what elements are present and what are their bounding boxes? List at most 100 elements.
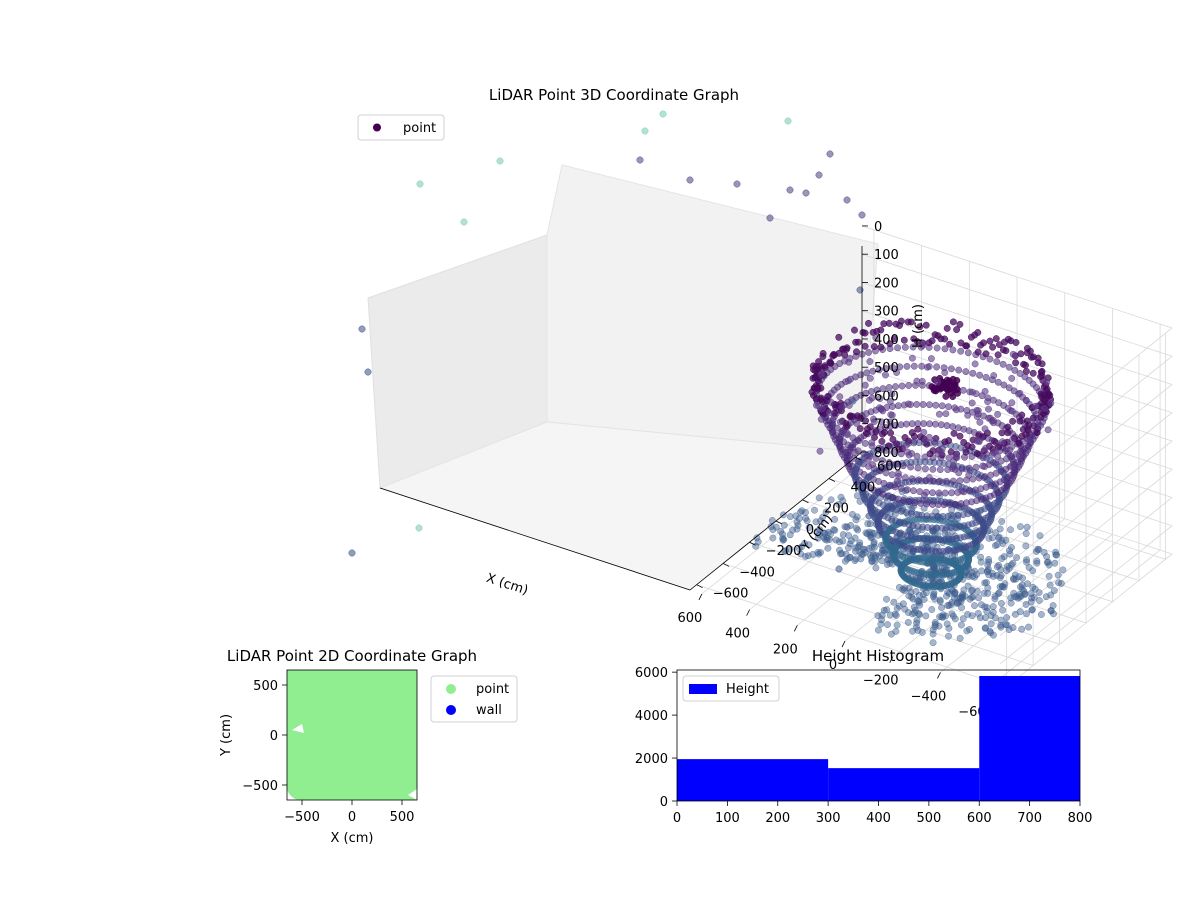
- data-point: [870, 538, 878, 546]
- x-tick: [841, 640, 846, 648]
- data-point: [976, 371, 984, 379]
- data-point: [812, 518, 820, 526]
- data-point: [973, 587, 981, 595]
- data-point: [910, 603, 918, 611]
- z-tick-label: 200: [874, 276, 899, 291]
- data-point: [962, 368, 970, 376]
- data-point: [949, 318, 957, 326]
- outlier-point: [415, 524, 423, 532]
- data-point: [907, 588, 915, 596]
- data-point: [1028, 606, 1036, 614]
- data-point: [857, 371, 865, 379]
- plot3d-title: LiDAR Point 3D Coordinate Graph: [489, 86, 739, 104]
- data-point: [982, 579, 990, 587]
- data-point: [998, 518, 1006, 525]
- outlier-point: [686, 176, 694, 184]
- x-tick-label: 500: [916, 811, 941, 826]
- data-point: [1004, 562, 1011, 570]
- data-point: [907, 463, 915, 471]
- data-point: [816, 447, 824, 455]
- data-point: [915, 597, 923, 605]
- data-point: [910, 362, 918, 370]
- legend-label-wall: wall: [476, 703, 502, 718]
- data-point: [856, 539, 864, 547]
- data-point: [886, 398, 894, 405]
- data-point: [852, 547, 859, 555]
- data-point: [929, 630, 937, 638]
- data-point: [1032, 548, 1040, 555]
- data-point: [856, 425, 864, 433]
- x-tick-label: −500: [284, 810, 320, 825]
- data-point: [869, 367, 877, 375]
- histogram-bar: [677, 759, 829, 801]
- data-point: [1007, 594, 1015, 602]
- legend-marker-wall: [446, 705, 456, 715]
- data-point: [943, 592, 950, 600]
- ticks-2d: −500 0 500 −500 0 500: [242, 679, 414, 825]
- data-point: [922, 321, 930, 329]
- data-point: [845, 358, 853, 366]
- data-point: [818, 405, 826, 413]
- data-point: [956, 320, 964, 328]
- data-point: [901, 474, 909, 482]
- data-point: [1032, 402, 1039, 410]
- data-point: [859, 545, 867, 553]
- data-point: [899, 585, 907, 593]
- data-point: [885, 319, 893, 327]
- data-point: [929, 626, 937, 634]
- data-point: [1022, 542, 1030, 550]
- y-tick-label: 200: [824, 502, 849, 517]
- data-point: [1012, 339, 1020, 346]
- data-point: [1012, 359, 1020, 367]
- data-point: [968, 612, 976, 620]
- data-point: [1023, 610, 1030, 618]
- data-point: [943, 620, 951, 628]
- data-point: [885, 442, 892, 450]
- data-point: [956, 477, 964, 485]
- data-point: [1011, 366, 1019, 374]
- data-point: [852, 555, 860, 563]
- data-point: [1009, 350, 1017, 358]
- data-point: [1009, 436, 1017, 443]
- data-point: [973, 450, 981, 458]
- pane-back: [546, 164, 879, 453]
- data-point: [933, 363, 941, 371]
- data-point: [998, 582, 1006, 590]
- data-point: [980, 339, 987, 347]
- data-point: [921, 453, 929, 461]
- plot3d-xlabel: X (cm): [484, 571, 530, 599]
- legend-marker-point: [373, 123, 381, 132]
- data-point: [1008, 399, 1016, 407]
- legend-label-point: point: [476, 682, 509, 697]
- data-point: [900, 336, 908, 344]
- data-point: [887, 411, 895, 419]
- x-tick-label: 400: [866, 811, 891, 826]
- data-point: [918, 628, 926, 636]
- data-point: [1059, 566, 1067, 574]
- data-point: [998, 429, 1006, 437]
- data-point: [893, 543, 901, 551]
- data-point: [979, 454, 987, 462]
- data-point: [1016, 523, 1024, 531]
- data-point: [1029, 567, 1037, 575]
- outlier-point: [835, 565, 843, 573]
- data-point: [998, 536, 1006, 544]
- data-point: [949, 612, 957, 620]
- data-point: [831, 526, 839, 534]
- data-point: [965, 471, 973, 479]
- data-point: [982, 614, 989, 622]
- data-point: [986, 337, 994, 345]
- data-point: [952, 406, 960, 414]
- data-point: [976, 614, 984, 622]
- data-point: [1043, 553, 1051, 561]
- data-point: [936, 466, 944, 474]
- data-point: [1018, 432, 1026, 440]
- data-point: [911, 499, 919, 507]
- z-tick-label: 700: [874, 418, 899, 433]
- data-point: [827, 398, 835, 406]
- data-point: [941, 489, 949, 497]
- data-point: [903, 420, 910, 428]
- outlier-point: [641, 127, 649, 135]
- data-point: [1002, 347, 1010, 355]
- data-point: [989, 608, 997, 616]
